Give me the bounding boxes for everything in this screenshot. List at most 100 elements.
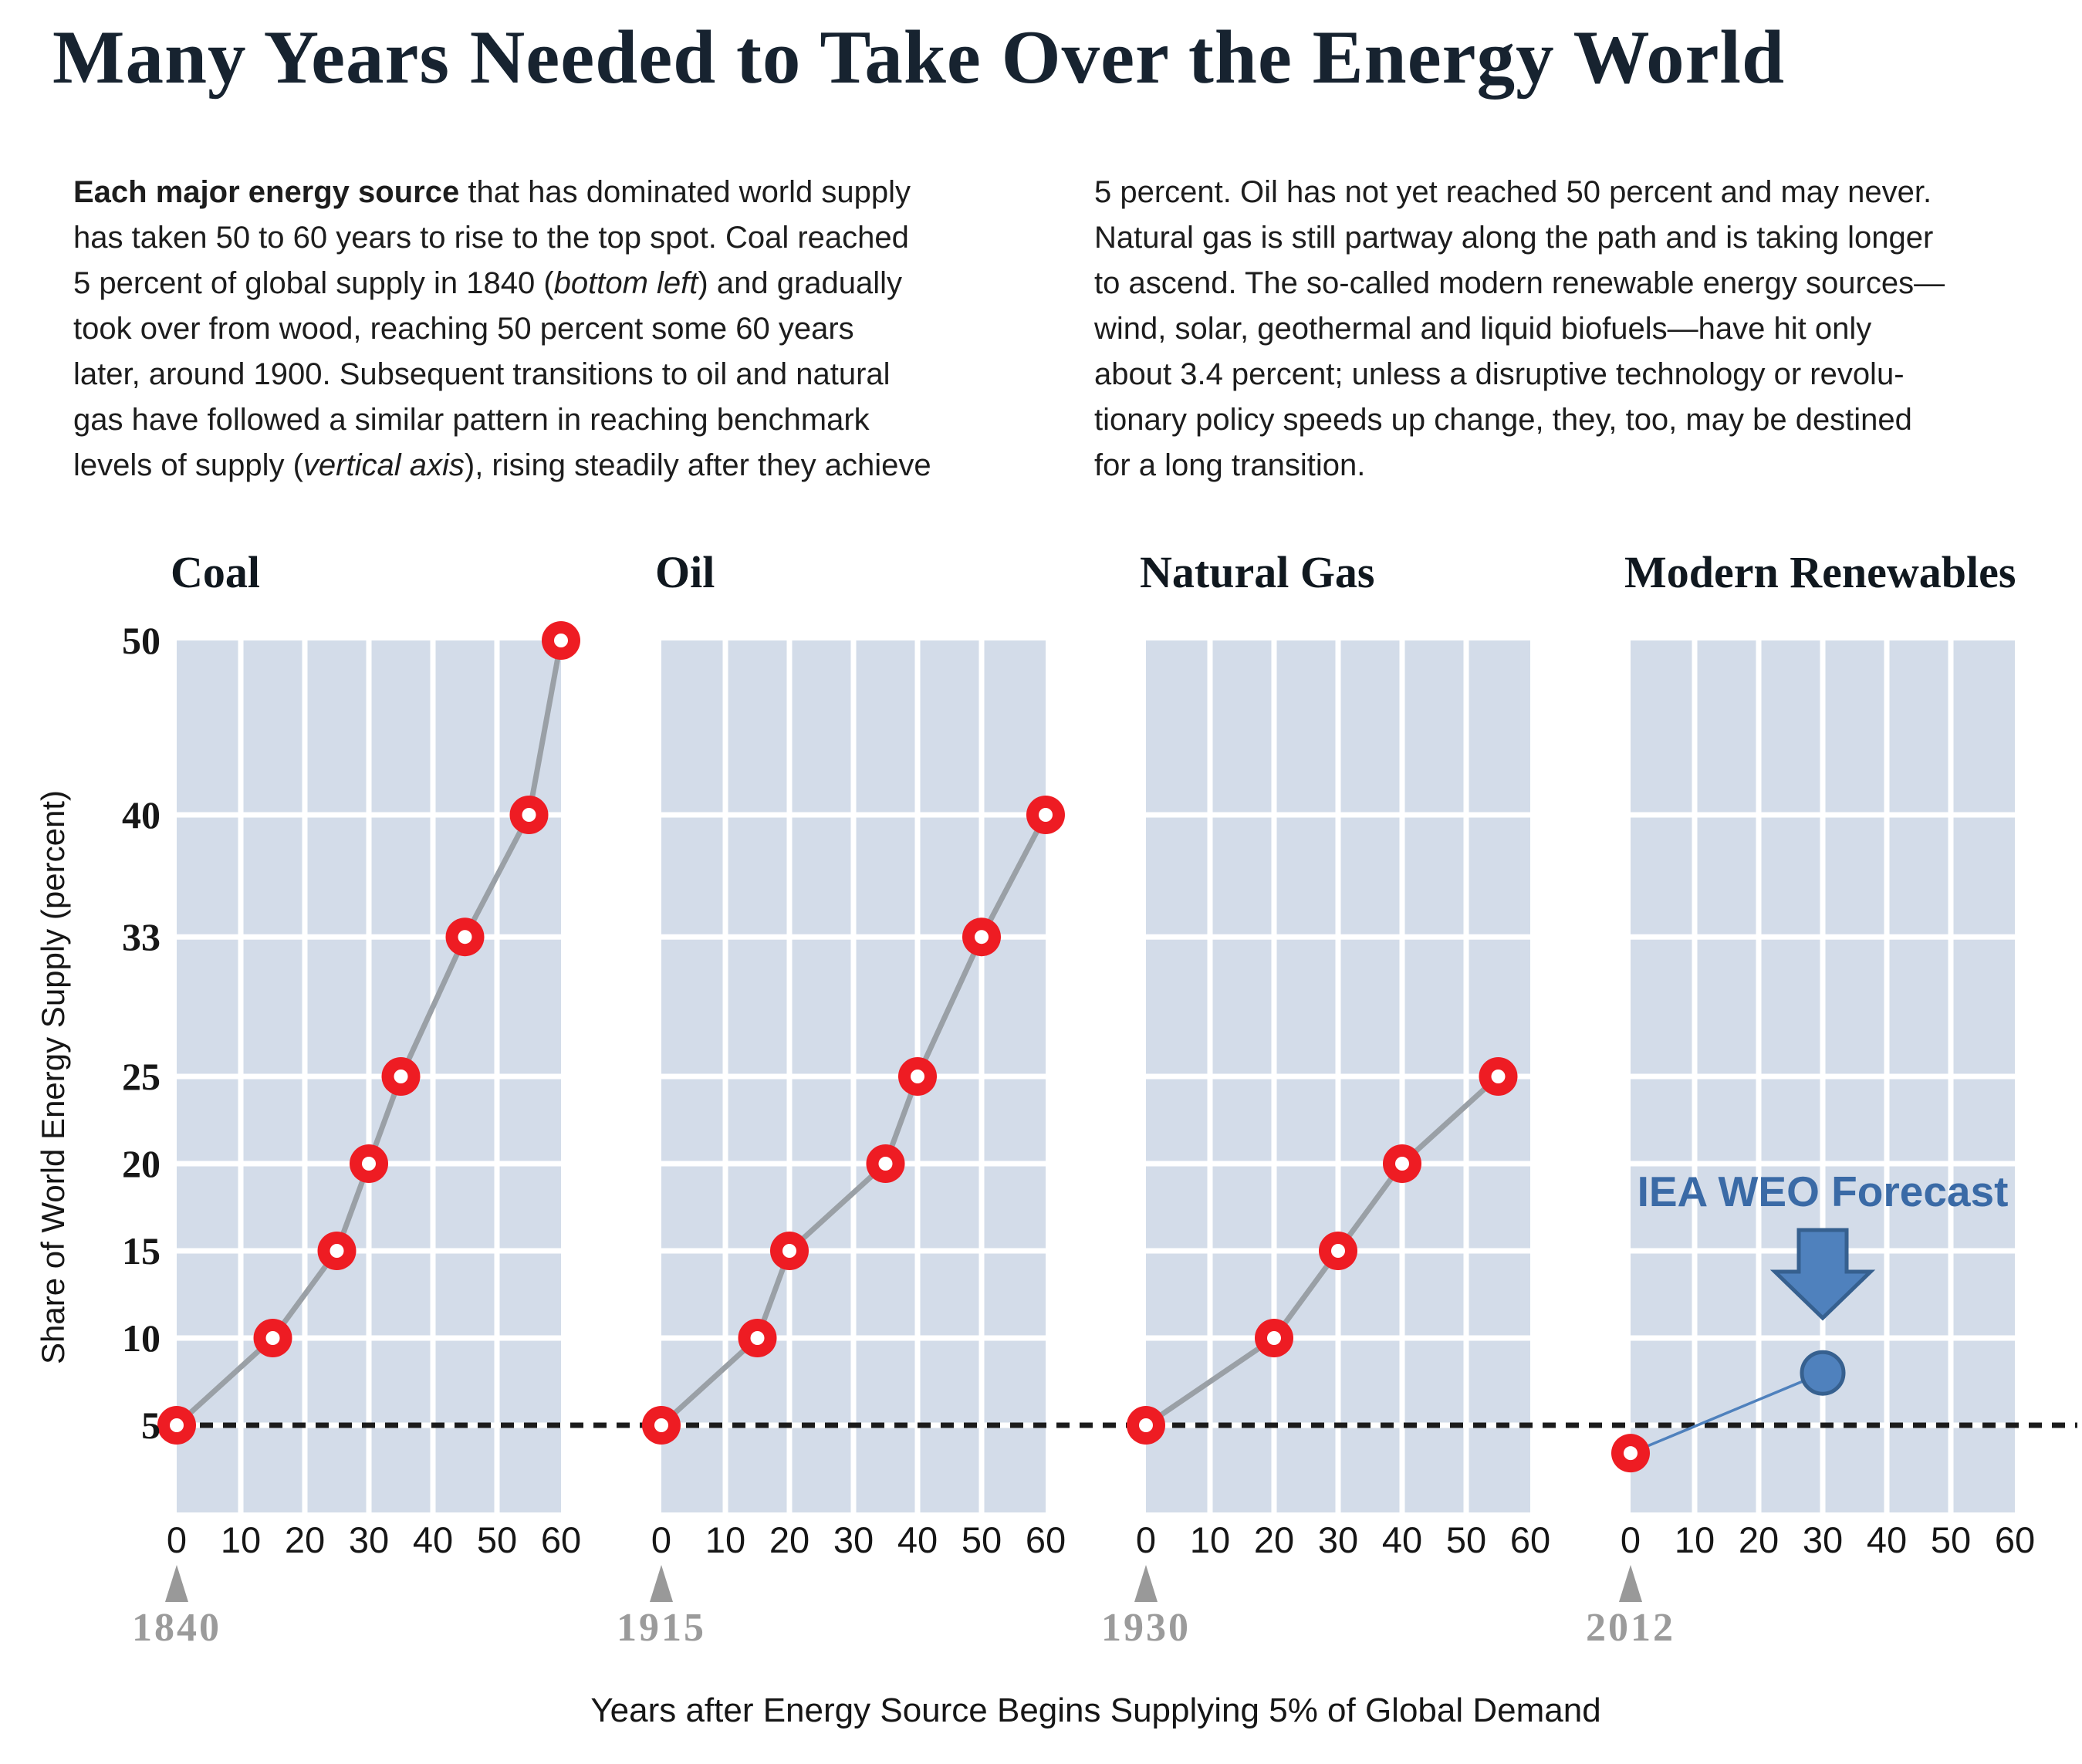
data-point-hole [265,1331,280,1345]
grid-cell [1276,1079,1336,1161]
intro-line: later, around 1900. Subsequent transitio… [73,357,891,391]
x-tick-label: 10 [705,1519,746,1560]
grid-cell [920,640,979,813]
grid-cell [371,640,431,813]
grid-cell [1825,1079,1884,1161]
x-tick-label: 30 [1317,1519,1359,1560]
panel-title-modern-renewables: Modern Renewables [1624,547,2016,597]
grid-cell [1889,1079,1948,1161]
grid-cell [1631,1166,1692,1249]
grid-cell [1212,1166,1272,1249]
grid-cell [435,939,495,1074]
x-tick-label: 0 [651,1519,672,1560]
grid-cell [1276,1166,1336,1249]
grid-cell [1697,1428,1756,1512]
grid-cell [1889,1253,1948,1336]
data-point-hole [1267,1331,1281,1345]
grid-cell [435,1428,495,1512]
grid-cell [1469,1253,1530,1336]
grid-cell [856,1253,915,1336]
intro-line: to ascend. The so-called modern renewabl… [1094,266,1945,300]
forecast-data-point [1800,1350,1846,1396]
grid-cell [1953,1079,2015,1161]
grid-cell [728,1428,787,1512]
start-year-triangle-icon [1619,1565,1642,1602]
grid-cell [1212,1253,1272,1336]
grid-cell [1404,640,1464,813]
x-tick-label: 40 [1381,1519,1423,1560]
grid-cell [1340,1428,1400,1512]
grid-cell [920,1428,979,1512]
grid-cell [1340,1340,1400,1423]
data-point-hole [394,1070,408,1083]
grid-cell [243,1428,302,1512]
forecast-connector-line [1630,1371,1823,1455]
x-tick-label: 20 [769,1519,810,1560]
x-tick-label: 0 [166,1519,188,1560]
grid-cell [243,640,302,813]
y-tick-label: 15 [122,1229,161,1272]
grid-cell [1953,1253,2015,1336]
grid-cell [1953,939,2015,1074]
grid-cell [1404,939,1464,1074]
x-tick-label: 10 [220,1519,262,1560]
grid-cell [728,939,787,1074]
grid-cell [1889,1340,1948,1423]
y-tick-label: 20 [122,1142,161,1185]
grid-cell [1212,1428,1272,1512]
intro-line: tionary policy speeds up change, they, t… [1094,403,1912,437]
x-tick-label: 60 [1509,1519,1551,1560]
grid-cell [307,1428,367,1512]
grid-cell [856,1340,915,1423]
grid-cell [435,1079,495,1161]
intro-line: wind, solar, geothermal and liquid biofu… [1094,312,1872,346]
grid-cell [307,1079,367,1161]
y-tick-label: 5 [141,1404,161,1447]
grid-cell [1340,640,1400,813]
grid-cell [499,640,561,813]
grid-cell [1212,640,1272,813]
start-year-label: 1915 [617,1606,706,1650]
intro-line: took over from wood, reaching 50 percent… [73,312,854,346]
grid-cell [1889,1428,1948,1512]
grid-cell [1697,1340,1756,1423]
grid-cell [1631,640,1692,813]
x-tick-label: 20 [1253,1519,1295,1560]
grid-cell [1340,1253,1400,1336]
grid-cell [1276,1428,1336,1512]
grid-cell [1404,817,1464,934]
grid-cell [1276,817,1336,934]
y-tick-label: 25 [122,1055,161,1098]
grid-cell [371,1340,431,1423]
chart-canvas [157,621,2077,1512]
grid-cell [1469,1428,1530,1512]
grid-cell [1212,1340,1272,1423]
grid-cell [307,640,367,813]
grid-cell [1761,939,1820,1074]
grid-cell [371,939,431,1074]
grid-cell [1761,817,1820,934]
grid-cell [1404,1340,1464,1423]
x-tick-label: 30 [833,1519,874,1560]
grid-cell [371,1166,431,1249]
grid-cell [371,1428,431,1512]
grid-cell [1404,1253,1464,1336]
grid-cell [243,1079,302,1161]
grid-cell [307,939,367,1074]
data-point-hole [911,1070,924,1083]
start-year-label: 2012 [1586,1606,1675,1650]
grid-cell [177,640,238,813]
grid-cell [920,1253,979,1336]
grid-cell [1761,1428,1820,1512]
grid-cell [856,640,915,813]
grid-cell [1340,939,1400,1074]
grid-cell [1146,1428,1208,1512]
grid-cell [728,640,787,813]
grid-cell [1697,1253,1756,1336]
grid-cell [435,1253,495,1336]
data-point-hole [1139,1418,1153,1432]
grid-cell [1146,1253,1208,1336]
x-tick-label: 50 [476,1519,518,1560]
data-point-hole [170,1418,184,1432]
grid-cell [1631,939,1692,1074]
